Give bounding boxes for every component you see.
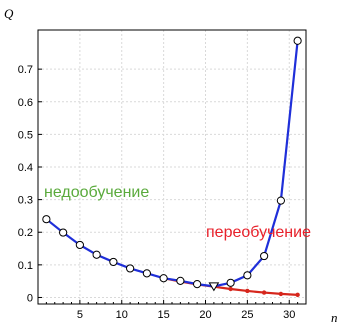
data-point: [42, 215, 51, 224]
grid: [38, 30, 306, 304]
data-point: [126, 264, 135, 273]
y-tick-label: 0.5: [18, 129, 33, 141]
y-tick-label: 0.4: [18, 162, 33, 174]
data-point: [159, 274, 168, 283]
data-point: [193, 280, 202, 289]
error-series: [42, 36, 302, 289]
y-axis-label: Q: [4, 6, 14, 21]
y-tick-label: 0.1: [18, 260, 33, 272]
data-point-overfit: [245, 288, 250, 294]
series-line-error: [45, 40, 299, 288]
y-tick-label: 0.7: [18, 64, 33, 76]
data-point: [260, 251, 269, 261]
x-tick-label: 15: [158, 309, 170, 321]
data-point: [276, 196, 285, 205]
data-point: [243, 271, 252, 280]
data-point-overfit: [278, 291, 284, 297]
x-axis-label: n: [331, 310, 338, 325]
data-point-overfit: [228, 286, 233, 292]
data-point: [109, 257, 118, 267]
x-tick-label: 25: [241, 309, 253, 321]
y-tick-label: 0: [27, 292, 33, 304]
data-point: [59, 228, 68, 237]
y-tick-label: 0.3: [18, 195, 33, 207]
special-point: [208, 282, 220, 292]
x-tick-label: 5: [77, 309, 83, 321]
data-point: [142, 269, 151, 278]
annotation-overfitting: переобучение: [206, 224, 311, 241]
annotation-underfitting: недообучение: [44, 184, 149, 201]
y-tick-label: 0.2: [18, 227, 33, 239]
data-point: [293, 36, 302, 45]
x-tick-label: 10: [116, 309, 128, 321]
y-tick-label: 0.6: [18, 97, 33, 109]
data-point-overfit: [295, 292, 300, 298]
x-tick-labels: 5 10 15 20 25 30: [45, 300, 299, 321]
optimum-marker: [208, 282, 220, 292]
data-point-overfit: [261, 290, 267, 295]
x-tick-label: 30: [283, 309, 295, 321]
y-tick-labels: 0 0.1 0.2 0.3 0.4 0.5 0.6 0.7: [18, 64, 42, 304]
data-point: [75, 240, 84, 250]
data-point: [92, 250, 101, 259]
data-point: [226, 278, 235, 287]
data-point: [176, 276, 185, 285]
x-tick-label: 20: [199, 309, 211, 321]
